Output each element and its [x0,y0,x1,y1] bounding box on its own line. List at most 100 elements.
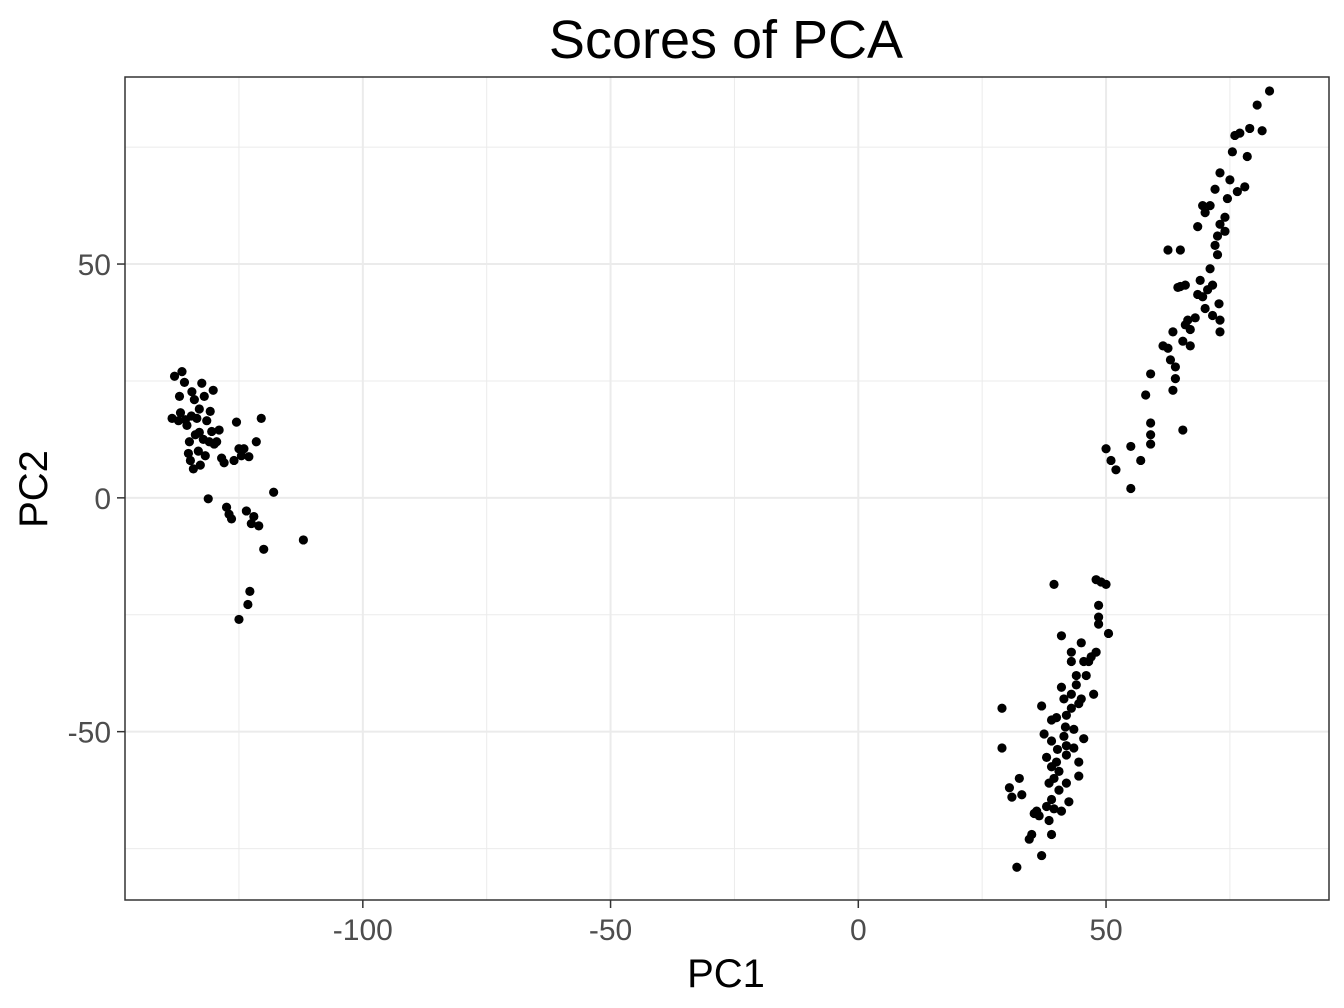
axis-ticks: -100 -50 0 50 -50 0 50 [68,249,1123,947]
data-point [1049,579,1059,589]
data-point [1210,184,1220,194]
data-point [231,417,242,427]
data-points [167,86,1275,872]
data-point [1091,647,1101,657]
data-point [212,437,222,447]
data-point [1220,226,1230,236]
data-point [1242,151,1252,162]
data-point [256,413,266,423]
data-point [1017,790,1027,800]
data-point [1049,773,1059,784]
data-point [1185,324,1195,335]
data-point [197,378,207,388]
data-point [246,518,256,529]
data-point [1101,444,1111,454]
data-point [173,416,184,426]
data-point [1215,219,1225,229]
data-point [1165,355,1176,365]
data-point [194,404,204,414]
data-point [193,446,203,456]
data-point [1175,245,1185,255]
data-point [1212,250,1223,260]
data-point [1235,128,1245,138]
data-point [1037,701,1047,711]
data-point [1074,771,1084,781]
data-point [1245,123,1255,134]
data-point [184,437,195,447]
data-point [1061,778,1071,788]
data-point [199,391,209,401]
data-point [1079,734,1089,744]
data-point [1069,743,1079,753]
data-point [1222,193,1233,204]
y-tick-label: 50 [78,249,111,282]
data-point [194,427,204,437]
data-point [1252,100,1262,110]
data-point [1039,729,1049,739]
data-point [269,487,279,497]
data-point [1066,689,1076,699]
data-point [997,703,1007,713]
data-point [1004,783,1015,793]
data-point [1027,829,1037,840]
data-point [1178,425,1188,435]
x-tick-label: 0 [850,914,867,947]
data-point [1059,731,1069,741]
data-point [185,455,196,466]
data-point [1094,619,1104,629]
data-point [1007,792,1017,802]
data-point [1193,222,1203,232]
data-point [1240,182,1250,192]
data-point [1227,147,1237,157]
data-point [207,426,217,437]
data-point [1037,850,1047,861]
data-point [1074,757,1084,767]
data-point [169,371,180,381]
data-point [1041,752,1052,762]
data-point [183,448,194,459]
data-point [1264,86,1275,96]
data-point [1101,579,1111,589]
data-point [1046,736,1057,746]
data-point [243,599,253,610]
data-point [234,614,244,625]
x-tick-label: -50 [589,914,632,947]
data-point [1126,483,1136,494]
data-point [1212,231,1223,241]
data-point [1012,862,1022,872]
data-point [244,452,254,462]
data-point [229,455,239,466]
data-point [1205,264,1215,274]
data-point [1041,801,1052,812]
data-point [1076,694,1086,704]
data-point [1081,670,1091,681]
data-point [1183,315,1193,325]
data-point [1146,369,1156,379]
data-point [1056,631,1067,641]
grid-lines [125,77,1329,900]
data-point [1066,647,1076,657]
data-point [205,406,215,416]
data-point [1190,313,1200,323]
data-point [1220,212,1230,222]
data-point [1056,806,1067,816]
data-point [221,502,232,512]
data-point [1064,797,1074,807]
data-point [175,408,186,418]
data-point [241,506,251,516]
data-point [239,444,249,454]
data-point [259,544,269,554]
data-point [1076,638,1086,648]
data-point [1168,385,1178,395]
data-point [1175,281,1185,292]
data-point [1198,292,1208,302]
x-tick-label: -100 [333,914,393,947]
data-point [1094,600,1104,611]
data-point [198,434,208,445]
data-point [1141,390,1151,400]
data-point [226,514,237,524]
data-point [1029,808,1039,819]
data-point [1066,656,1076,667]
data-point [1207,310,1218,321]
